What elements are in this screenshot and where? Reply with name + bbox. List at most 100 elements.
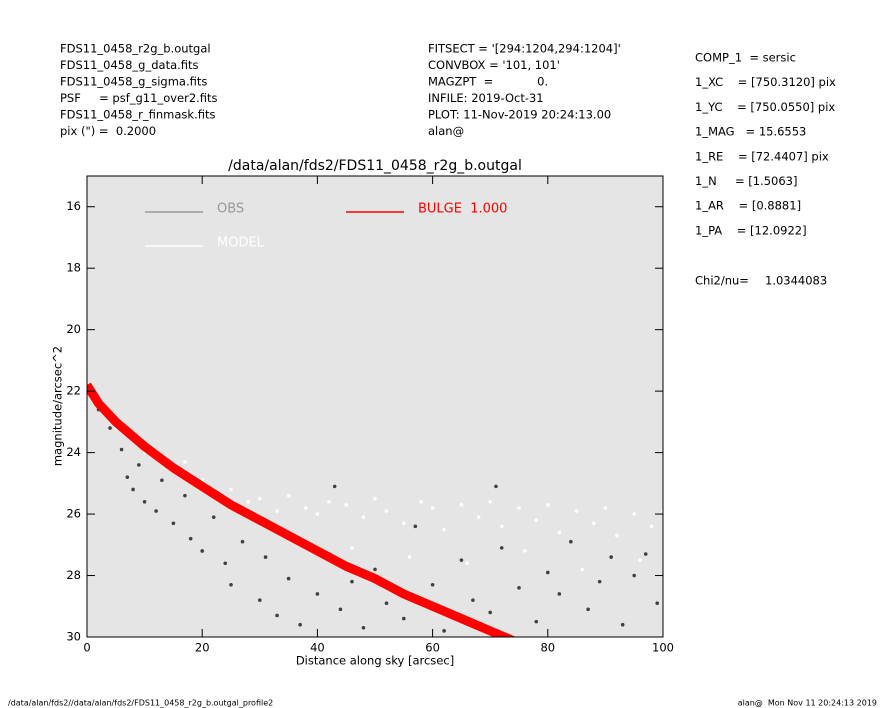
header-right-line: 1_N = [1.5063] [695,174,797,188]
data-point [419,499,423,504]
data-point [361,515,366,519]
data-point [643,552,648,556]
y-tick-label: 30 [66,630,81,644]
y-tick-label: 22 [66,384,81,398]
data-point [131,487,135,492]
data-point [332,484,337,489]
header-right-line: 1_AR = [0.8881] [695,199,801,213]
data-point [442,629,446,633]
data-point [580,567,585,572]
x-tick-label: 40 [310,641,325,655]
header-right-line: 1_MAG = 15.6553 [695,125,806,139]
data-point [471,598,475,602]
data-point [223,561,228,566]
data-point [494,484,498,489]
data-point [258,598,262,602]
header-middle-line: CONVBOX = '101, 101' [428,58,560,72]
model-line [87,382,517,637]
header-middle-line: FITSECT = '[294:1204,294:1204]' [428,42,621,56]
data-point [108,426,112,430]
legend-label: BULGE 1.000 [418,202,507,217]
data-point [488,610,493,615]
chi2-label: Chi2/nu= [695,274,749,288]
chi2-value: 1.0344083 [765,274,827,288]
data-point [304,506,308,510]
data-point [183,493,187,498]
header-right-line: 1_XC = [750.3120] pix [695,75,836,89]
data-point [430,582,435,587]
header-right-line: 1_PA = [12.0922] [695,223,807,237]
data-point [119,447,124,452]
x-tick-label: 20 [195,641,210,655]
y-tick-label: 28 [66,568,81,582]
data-point [154,509,158,513]
header-middle-line: INFILE: 2019-Oct-31 [428,91,544,105]
y-tick-label: 24 [66,445,81,459]
header-middle-line: PLOT: 11-Nov-2019 20:24:13.00 [428,108,611,122]
data-point [522,549,527,553]
data-point [373,496,377,501]
data-point [569,539,573,544]
data-point [546,503,550,507]
data-point [413,524,418,529]
data-point [649,524,654,529]
data-point [246,499,251,504]
data-point [517,586,521,590]
data-point [615,533,619,538]
data-point [603,506,608,510]
data-point [188,536,193,541]
data-point [402,521,406,526]
data-point [557,592,562,596]
header-middle-line: MAGZPT = 0. [428,75,548,89]
data-point [476,515,481,519]
data-point [557,530,562,535]
data-point [183,460,187,464]
footer-left: /data/alan/fds2//data/alan/fds2/FDS11_04… [8,699,273,708]
data-point [315,592,320,596]
plot-area [87,176,663,637]
data-point [275,509,279,513]
data-point [142,499,147,504]
data-point [344,503,349,507]
data-point [534,518,539,523]
data-point [546,570,550,575]
data-point [315,512,320,516]
data-point [327,499,331,504]
data-point [384,509,389,513]
data-point [465,561,469,566]
data-point [338,607,343,612]
data-point [125,475,130,479]
data-point [275,613,279,618]
chart-title: /data/alan/fds2/FDS11_0458_r2g_b.outgal [228,158,522,174]
data-point [597,579,602,584]
header-right-line: 1_RE = [72.4407] pix [695,149,829,163]
data-point [137,463,141,467]
header-left-line: FDS11_0458_g_sigma.fits [60,75,207,89]
data-point [430,506,435,510]
data-point [586,607,590,612]
data-point [517,506,521,510]
y-tick-label: 20 [66,322,81,336]
data-point [655,601,660,605]
data-point [534,619,539,624]
data-point [240,539,245,544]
header-right-line: 1_YC = [750.0550] pix [695,100,835,114]
y-tick-label: 16 [66,199,81,213]
header-left-line: pix (") = 0.2000 [60,124,156,138]
data-point [350,546,354,550]
legend-label: OBS [217,202,244,217]
data-point [286,493,291,498]
x-tick-label: 0 [83,641,90,655]
header-right-line: COMP_1 = sersic [695,51,796,65]
data-point [632,573,636,578]
data-point [373,567,377,572]
data-point [609,555,613,559]
data-point [459,558,464,562]
data-point [638,558,642,562]
data-point [258,496,262,501]
x-tick-label: 100 [652,641,674,655]
legend-label: MODEL [217,236,265,251]
x-tick-label: 60 [425,641,440,655]
